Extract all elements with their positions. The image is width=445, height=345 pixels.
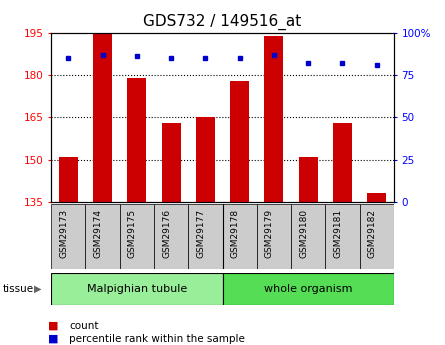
Text: ■: ■ [48,321,59,331]
Bar [230,81,249,202]
Bar [222,204,257,269]
Bar [85,204,120,269]
Bar [59,157,78,202]
Text: Malpighian tubule: Malpighian tubule [87,284,187,294]
Bar [291,204,325,269]
Bar [222,273,394,305]
Text: count: count [69,321,98,331]
Text: GSM29175: GSM29175 [128,209,137,258]
Text: ■: ■ [48,334,59,344]
Text: percentile rank within the sample: percentile rank within the sample [69,334,245,344]
Text: GSM29179: GSM29179 [265,209,274,258]
Text: GSM29174: GSM29174 [93,209,103,258]
Text: GSM29181: GSM29181 [333,209,343,258]
Bar [333,123,352,202]
Text: GSM29178: GSM29178 [231,209,239,258]
Bar [264,36,283,202]
Bar [51,273,223,305]
Bar [299,157,318,202]
Bar [360,204,394,269]
Bar [325,204,360,269]
Text: whole organism: whole organism [264,284,352,294]
Text: GSM29173: GSM29173 [59,209,69,258]
Bar [257,204,291,269]
Text: GSM29180: GSM29180 [299,209,308,258]
Bar [51,204,85,269]
Text: tissue: tissue [2,284,33,294]
Text: GSM29182: GSM29182 [368,209,376,258]
Bar [367,193,386,202]
Bar [162,123,181,202]
Text: GSM29176: GSM29176 [162,209,171,258]
Text: GSM29177: GSM29177 [196,209,206,258]
Bar [196,117,215,202]
Bar [93,33,112,202]
Bar [120,204,154,269]
Bar [154,204,188,269]
Bar [127,78,146,202]
Title: GDS732 / 149516_at: GDS732 / 149516_at [143,14,302,30]
Text: ▶: ▶ [34,284,41,294]
Bar [188,204,222,269]
